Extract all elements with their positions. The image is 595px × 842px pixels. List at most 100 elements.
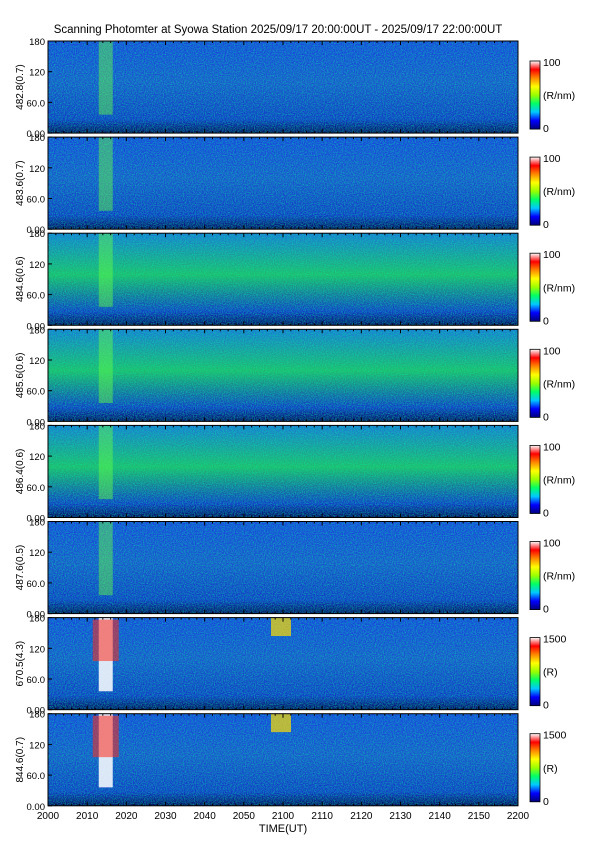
colorbar xyxy=(529,444,541,514)
x-tick-label: 2020 xyxy=(115,811,138,822)
panel-ylabel: 485.6(0.6) xyxy=(15,353,26,399)
colorbar-max-label: 100 xyxy=(543,57,561,69)
y-tick-label: 180 xyxy=(29,421,45,432)
heatmap-texture-2 xyxy=(48,137,518,230)
colorbar xyxy=(529,637,541,707)
panel-ylabel: 484.6(0.6) xyxy=(15,256,26,302)
aurora-feature-1 xyxy=(98,41,113,115)
colorbar-unit-label: (R) xyxy=(543,763,558,775)
panel-5: 0.00 60.0 120 180 486.4(0.6) 100 0 (R/nm) xyxy=(15,421,575,524)
colorbar-min-label: 0 xyxy=(543,796,549,808)
y-tick-label: 120 xyxy=(29,356,45,367)
y-tick-label: 120 xyxy=(29,548,45,559)
y-tick-label: 0.00 xyxy=(27,225,46,236)
y-tick-label: 60.0 xyxy=(27,675,46,686)
panel-ylabel: 844.6(0.7) xyxy=(15,737,26,783)
aurora-feature-b-8 xyxy=(271,713,291,733)
y-tick-label: 60.0 xyxy=(27,483,46,494)
y-tick-label: 120 xyxy=(29,740,45,751)
colorbar-max-label: 100 xyxy=(543,345,561,357)
panel-ylabel: 482.8(0.7) xyxy=(15,64,26,110)
colorbar-max-label: 1500 xyxy=(543,634,567,646)
panel-7: 0.00 60.0 120 180 670.5(4.3) 1500 0 (R) xyxy=(15,614,567,717)
colorbar-max-label: 100 xyxy=(543,153,561,165)
x-tick-label: 2110 xyxy=(311,811,333,822)
y-tick-label: 180 xyxy=(29,614,45,625)
panel-ylabel: 483.6(0.7) xyxy=(15,160,26,206)
y-tick-label: 120 xyxy=(29,452,45,463)
y-tick-label: 180 xyxy=(29,229,45,240)
aurora-feature-6 xyxy=(98,521,113,596)
y-tick-label: 0.00 xyxy=(27,610,46,621)
y-tick-label: 60.0 xyxy=(27,771,46,782)
y-tick-label: 120 xyxy=(29,644,45,655)
colorbar-min-label: 0 xyxy=(543,123,549,135)
colorbar-unit-label: (R/nm) xyxy=(543,474,575,486)
y-tick-label: 180 xyxy=(29,37,45,48)
y-tick-label: 60.0 xyxy=(27,579,46,590)
y-tick-label: 60.0 xyxy=(27,98,46,109)
y-tick-label: 120 xyxy=(29,164,45,175)
colorbar xyxy=(529,733,541,803)
y-tick-label: 60.0 xyxy=(27,195,46,206)
colorbar-min-label: 0 xyxy=(543,604,549,616)
panel-3: 0.00 60.0 120 180 484.6(0.6) 100 0 (R/nm) xyxy=(15,229,575,332)
y-tick-label: 60.0 xyxy=(27,291,46,302)
x-tick-label: 2040 xyxy=(194,811,217,822)
colorbar-min-label: 0 xyxy=(543,508,549,520)
colorbar-unit-label: (R/nm) xyxy=(543,90,575,102)
aurora-feature-5 xyxy=(98,425,113,500)
panel-ylabel: 670.5(4.3) xyxy=(15,641,26,687)
colorbar-min-label: 0 xyxy=(543,219,549,231)
aurora-core-8 xyxy=(92,715,119,758)
aurora-core-7 xyxy=(92,619,119,662)
colorbar-unit-label: (R/nm) xyxy=(543,571,575,583)
colorbar xyxy=(529,60,541,130)
colorbar-max-label: 100 xyxy=(543,249,561,261)
panel-8: 0.00 60.0 120 180 844.6(0.7) 1500 0 (R) xyxy=(15,710,567,813)
panel-ylabel: 486.4(0.6) xyxy=(15,449,26,495)
panel-ylabel: 487.6(0.5) xyxy=(15,545,26,591)
x-axis-label: TIME(UT) xyxy=(259,823,307,835)
colorbar xyxy=(529,252,541,322)
panel-6: 0.00 60.0 120 180 487.6(0.5) 100 0 (R/nm) xyxy=(15,518,575,621)
y-tick-label: 0.00 xyxy=(27,129,46,140)
panel-2: 0.00 60.0 120 180 483.6(0.7) 100 0 (R/nm) xyxy=(15,133,575,236)
colorbar-min-label: 0 xyxy=(543,700,549,712)
colorbar-unit-label: (R/nm) xyxy=(543,378,575,390)
y-tick-label: 0.00 xyxy=(27,417,46,428)
y-tick-label: 60.0 xyxy=(27,387,46,398)
colorbar-max-label: 1500 xyxy=(543,730,567,742)
colorbar-min-label: 0 xyxy=(543,411,549,423)
x-tick-label: 2140 xyxy=(429,811,452,822)
y-tick-label: 0.00 xyxy=(27,802,46,813)
colorbar-unit-label: (R/nm) xyxy=(543,186,575,198)
x-tick-label: 2050 xyxy=(233,811,256,822)
colorbar-max-label: 100 xyxy=(543,538,561,550)
heatmap-texture-6 xyxy=(48,521,518,614)
colorbar-min-label: 0 xyxy=(543,315,549,327)
heatmap-texture-4 xyxy=(48,329,518,422)
y-tick-label: 0.00 xyxy=(27,706,46,717)
x-axis: 2000 2010 2020 2030 2040 2050 2100 2110 2120 2130… xyxy=(37,811,530,835)
page-title: Scanning Photomter at Syowa Station 2025… xyxy=(53,24,503,36)
panel-group: 0.00 60.0 120 180 482.8(0.7) 100 0 (R/nm) 0.00 60… xyxy=(15,37,575,813)
y-tick-label: 180 xyxy=(29,518,45,529)
y-tick-label: 120 xyxy=(29,260,45,271)
aurora-feature-3 xyxy=(98,233,113,307)
x-tick-label: 2000 xyxy=(37,811,60,822)
x-tick-label: 2100 xyxy=(272,811,295,822)
aurora-feature-b-7 xyxy=(271,617,291,637)
y-tick-label: 180 xyxy=(29,325,45,336)
colorbar xyxy=(529,348,541,418)
heatmap-texture-5 xyxy=(48,425,518,518)
x-tick-label: 2030 xyxy=(154,811,177,822)
heatmap-texture-3 xyxy=(48,233,518,326)
aurora-feature-2 xyxy=(98,137,113,211)
x-tick-label: 2150 xyxy=(468,811,491,822)
x-tick-label: 2120 xyxy=(350,811,373,822)
y-tick-label: 120 xyxy=(29,68,45,79)
y-tick-label: 0.00 xyxy=(27,321,46,332)
y-tick-label: 180 xyxy=(29,710,45,721)
